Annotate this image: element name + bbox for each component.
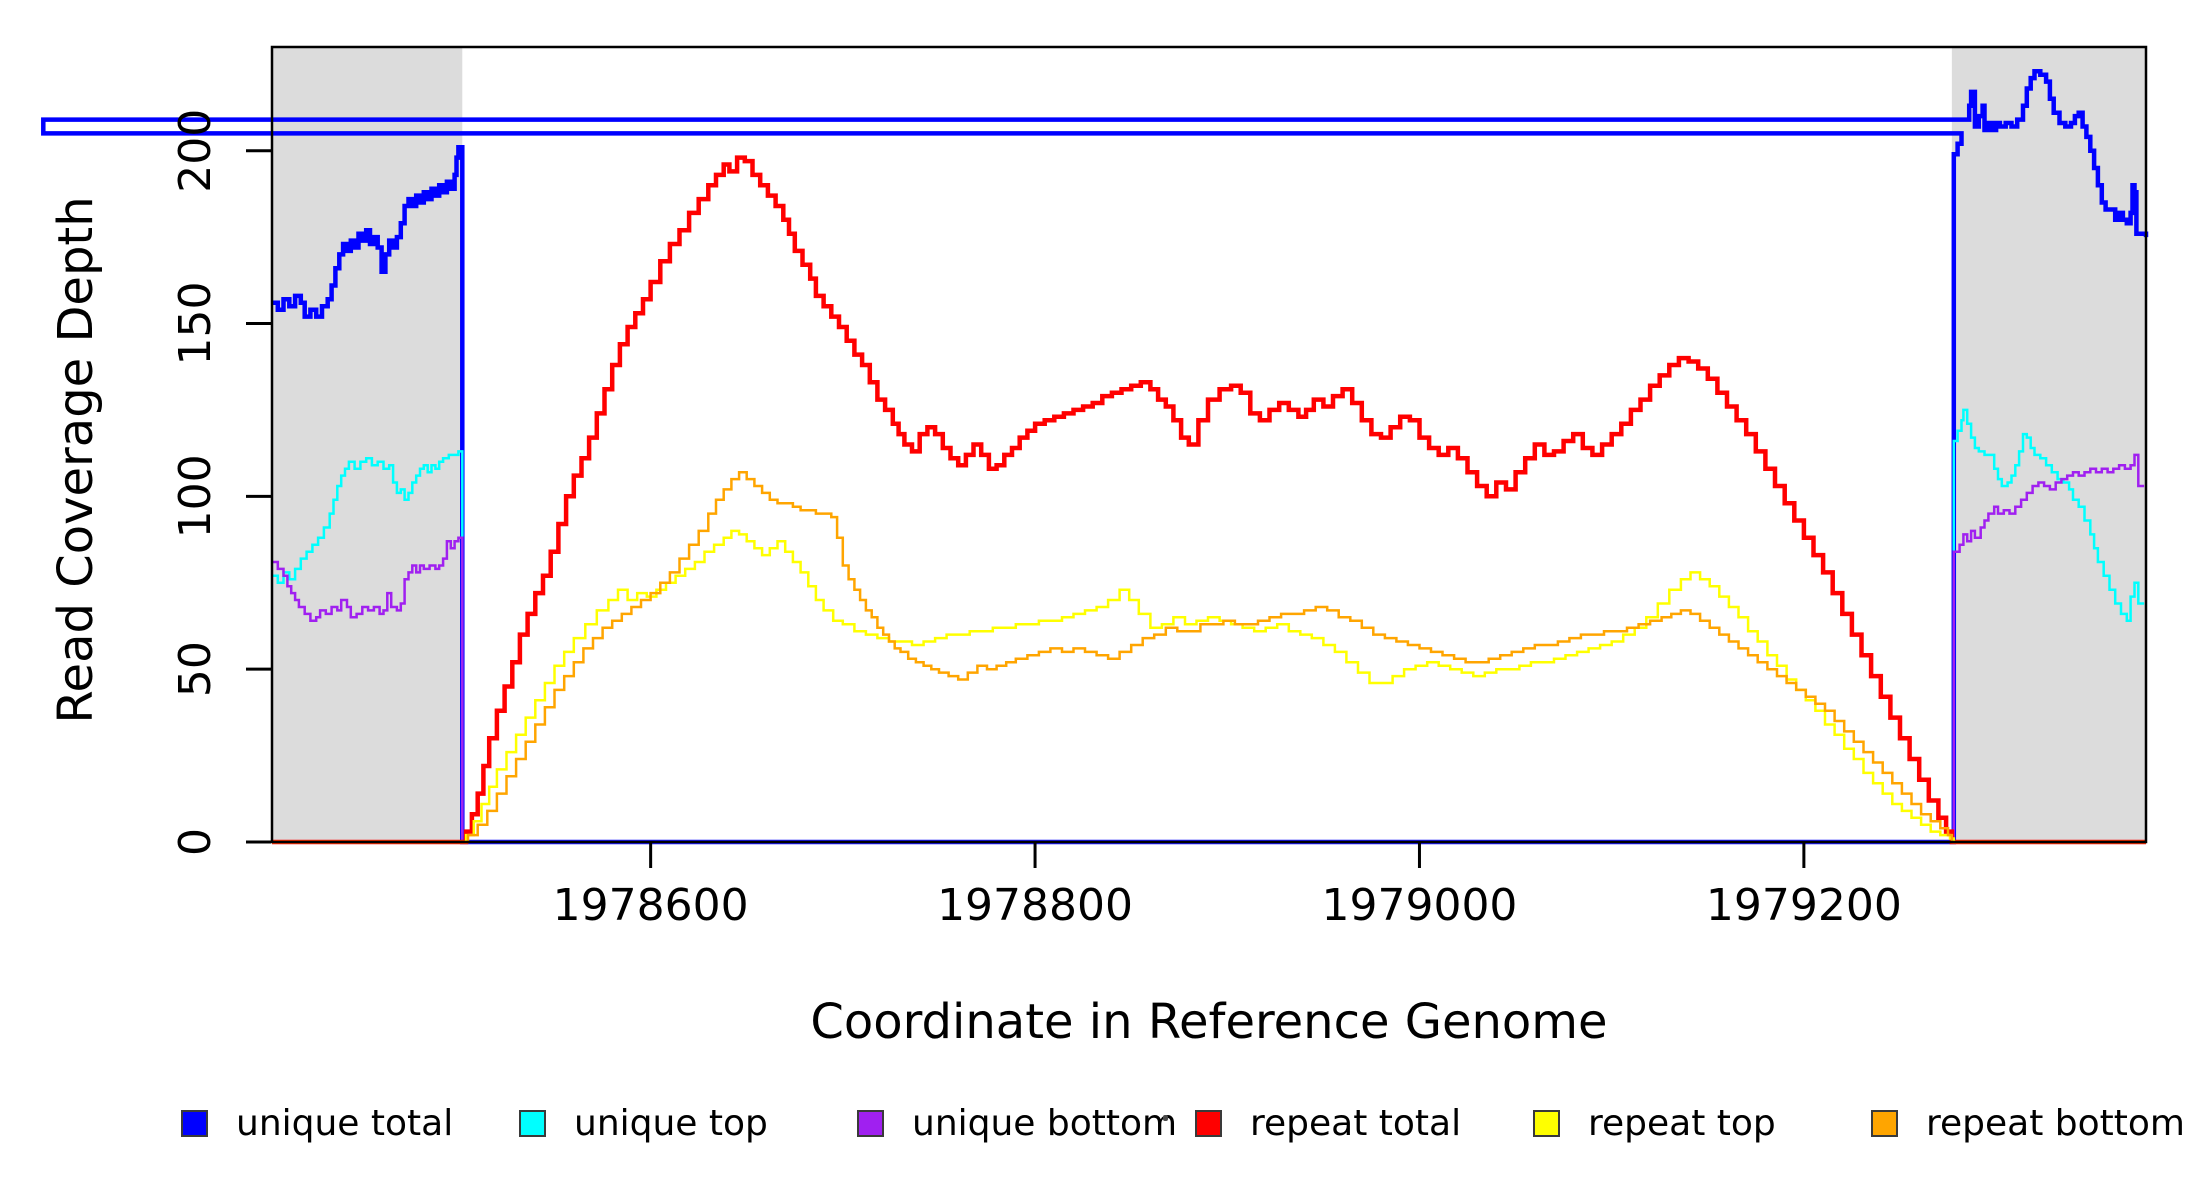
series-unique-bottom — [272, 453, 2145, 844]
legend-swatch — [1871, 1109, 1898, 1137]
legend-swatch — [181, 1109, 208, 1137]
legend-swatch — [1533, 1109, 1560, 1137]
series-repeat-top — [272, 529, 2146, 844]
x-tick-label: 1978600 — [553, 880, 749, 931]
legend-item-repeat-total: repeat total — [1195, 1102, 1462, 1144]
y-tick-label: 200 — [170, 109, 221, 193]
y-tick-label: 100 — [170, 454, 221, 538]
series-repeat-bottom — [272, 470, 2146, 844]
legend-label: unique total — [236, 1102, 454, 1144]
legend-swatch — [1195, 1109, 1222, 1137]
y-axis-title: Read Coverage Depth — [48, 196, 104, 723]
legend-label: repeat bottom — [1926, 1102, 2185, 1144]
shaded-flank-region — [1951, 47, 2146, 842]
y-tick-label: 150 — [170, 282, 221, 366]
legend-label: repeat top — [1588, 1102, 1776, 1144]
plot-border — [270, 45, 2148, 844]
legend-label: unique bottom — [912, 1102, 1178, 1144]
series-unique-top — [272, 408, 2145, 844]
legend-item-unique-bottom: unique bottom — [857, 1102, 1178, 1144]
x-axis-title: Coordinate in Reference Genome — [810, 994, 1607, 1050]
x-tick-label: 1978800 — [937, 880, 1133, 931]
legend-item-unique-top: unique top — [519, 1102, 768, 1144]
legend-swatch — [519, 1109, 546, 1137]
x-tick-label: 1979200 — [1706, 880, 1902, 931]
legend-swatch — [857, 1109, 884, 1137]
series-repeat-total — [272, 155, 2146, 845]
plot-legend: unique total unique top unique bottom repea… — [0, 1103, 2200, 1173]
legend-label: repeat total — [1250, 1102, 1462, 1144]
y-tick-label: 50 — [170, 641, 221, 697]
legend-item-repeat-top: repeat top — [1533, 1102, 1776, 1144]
legend-label: unique top — [574, 1102, 768, 1144]
x-tick-label: 1979000 — [1321, 880, 1517, 931]
legend-item-unique-total: unique total — [181, 1102, 454, 1144]
y-tick-label: 0 — [170, 828, 221, 856]
legend-item-repeat-bottom: repeat bottom — [1871, 1102, 2185, 1144]
shaded-flank-region — [272, 47, 463, 842]
stray-dot — [1163, 1115, 1168, 1121]
